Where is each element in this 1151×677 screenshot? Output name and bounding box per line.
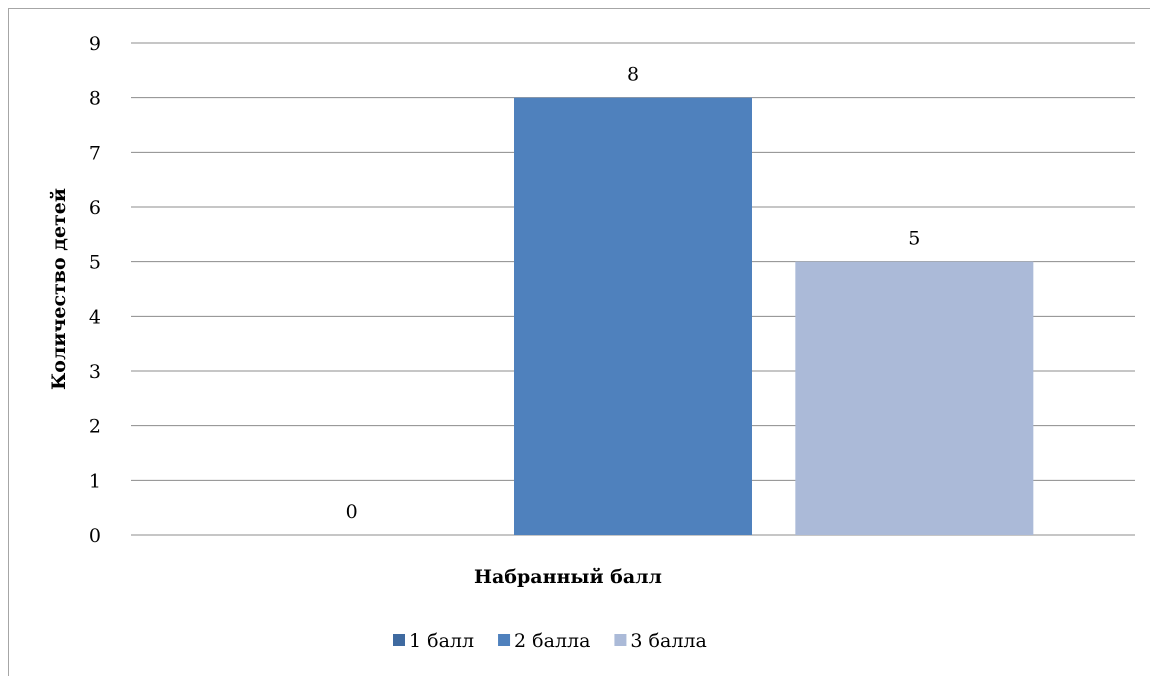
y-tick-label: 3	[89, 361, 101, 383]
bar	[795, 261, 1034, 535]
legend-label: 3 балла	[630, 630, 706, 652]
legend-swatch	[498, 634, 511, 646]
data-label: 8	[627, 64, 639, 86]
bar-chart: 0 1 2 3 4 5 6 7 8 9 0 8 5 Количество детей Набранны…	[48, 33, 1135, 652]
y-tick-label: 6	[89, 197, 101, 219]
data-label: 5	[908, 228, 920, 250]
y-tick-label: 4	[89, 306, 101, 328]
y-tick-label: 0	[89, 525, 101, 547]
y-tick-label: 9	[89, 33, 101, 55]
y-axis-ticks: 0 1 2 3 4 5 6 7 8 9	[89, 33, 101, 547]
y-tick-label: 8	[89, 88, 101, 110]
data-label: 0	[346, 501, 358, 523]
y-tick-label: 2	[89, 416, 101, 438]
y-tick-label: 7	[89, 142, 101, 164]
legend-swatch	[614, 634, 627, 646]
y-axis-title: Количество детей	[48, 188, 70, 390]
legend-label: 1 балл	[409, 630, 474, 652]
legend: 1 балл 2 балла 3 балла	[393, 630, 707, 652]
chart-frame: 0 1 2 3 4 5 6 7 8 9 0 8 5 Количество детей Набранны…	[8, 8, 1150, 676]
bar	[514, 97, 752, 536]
legend-label: 2 балла	[514, 630, 590, 652]
x-axis-title: Набранный балл	[474, 566, 662, 588]
y-tick-label: 5	[89, 252, 101, 274]
bars	[514, 97, 1034, 536]
data-labels: 0 8 5	[346, 64, 921, 523]
legend-swatch	[393, 634, 405, 646]
y-tick-label: 1	[89, 470, 101, 492]
